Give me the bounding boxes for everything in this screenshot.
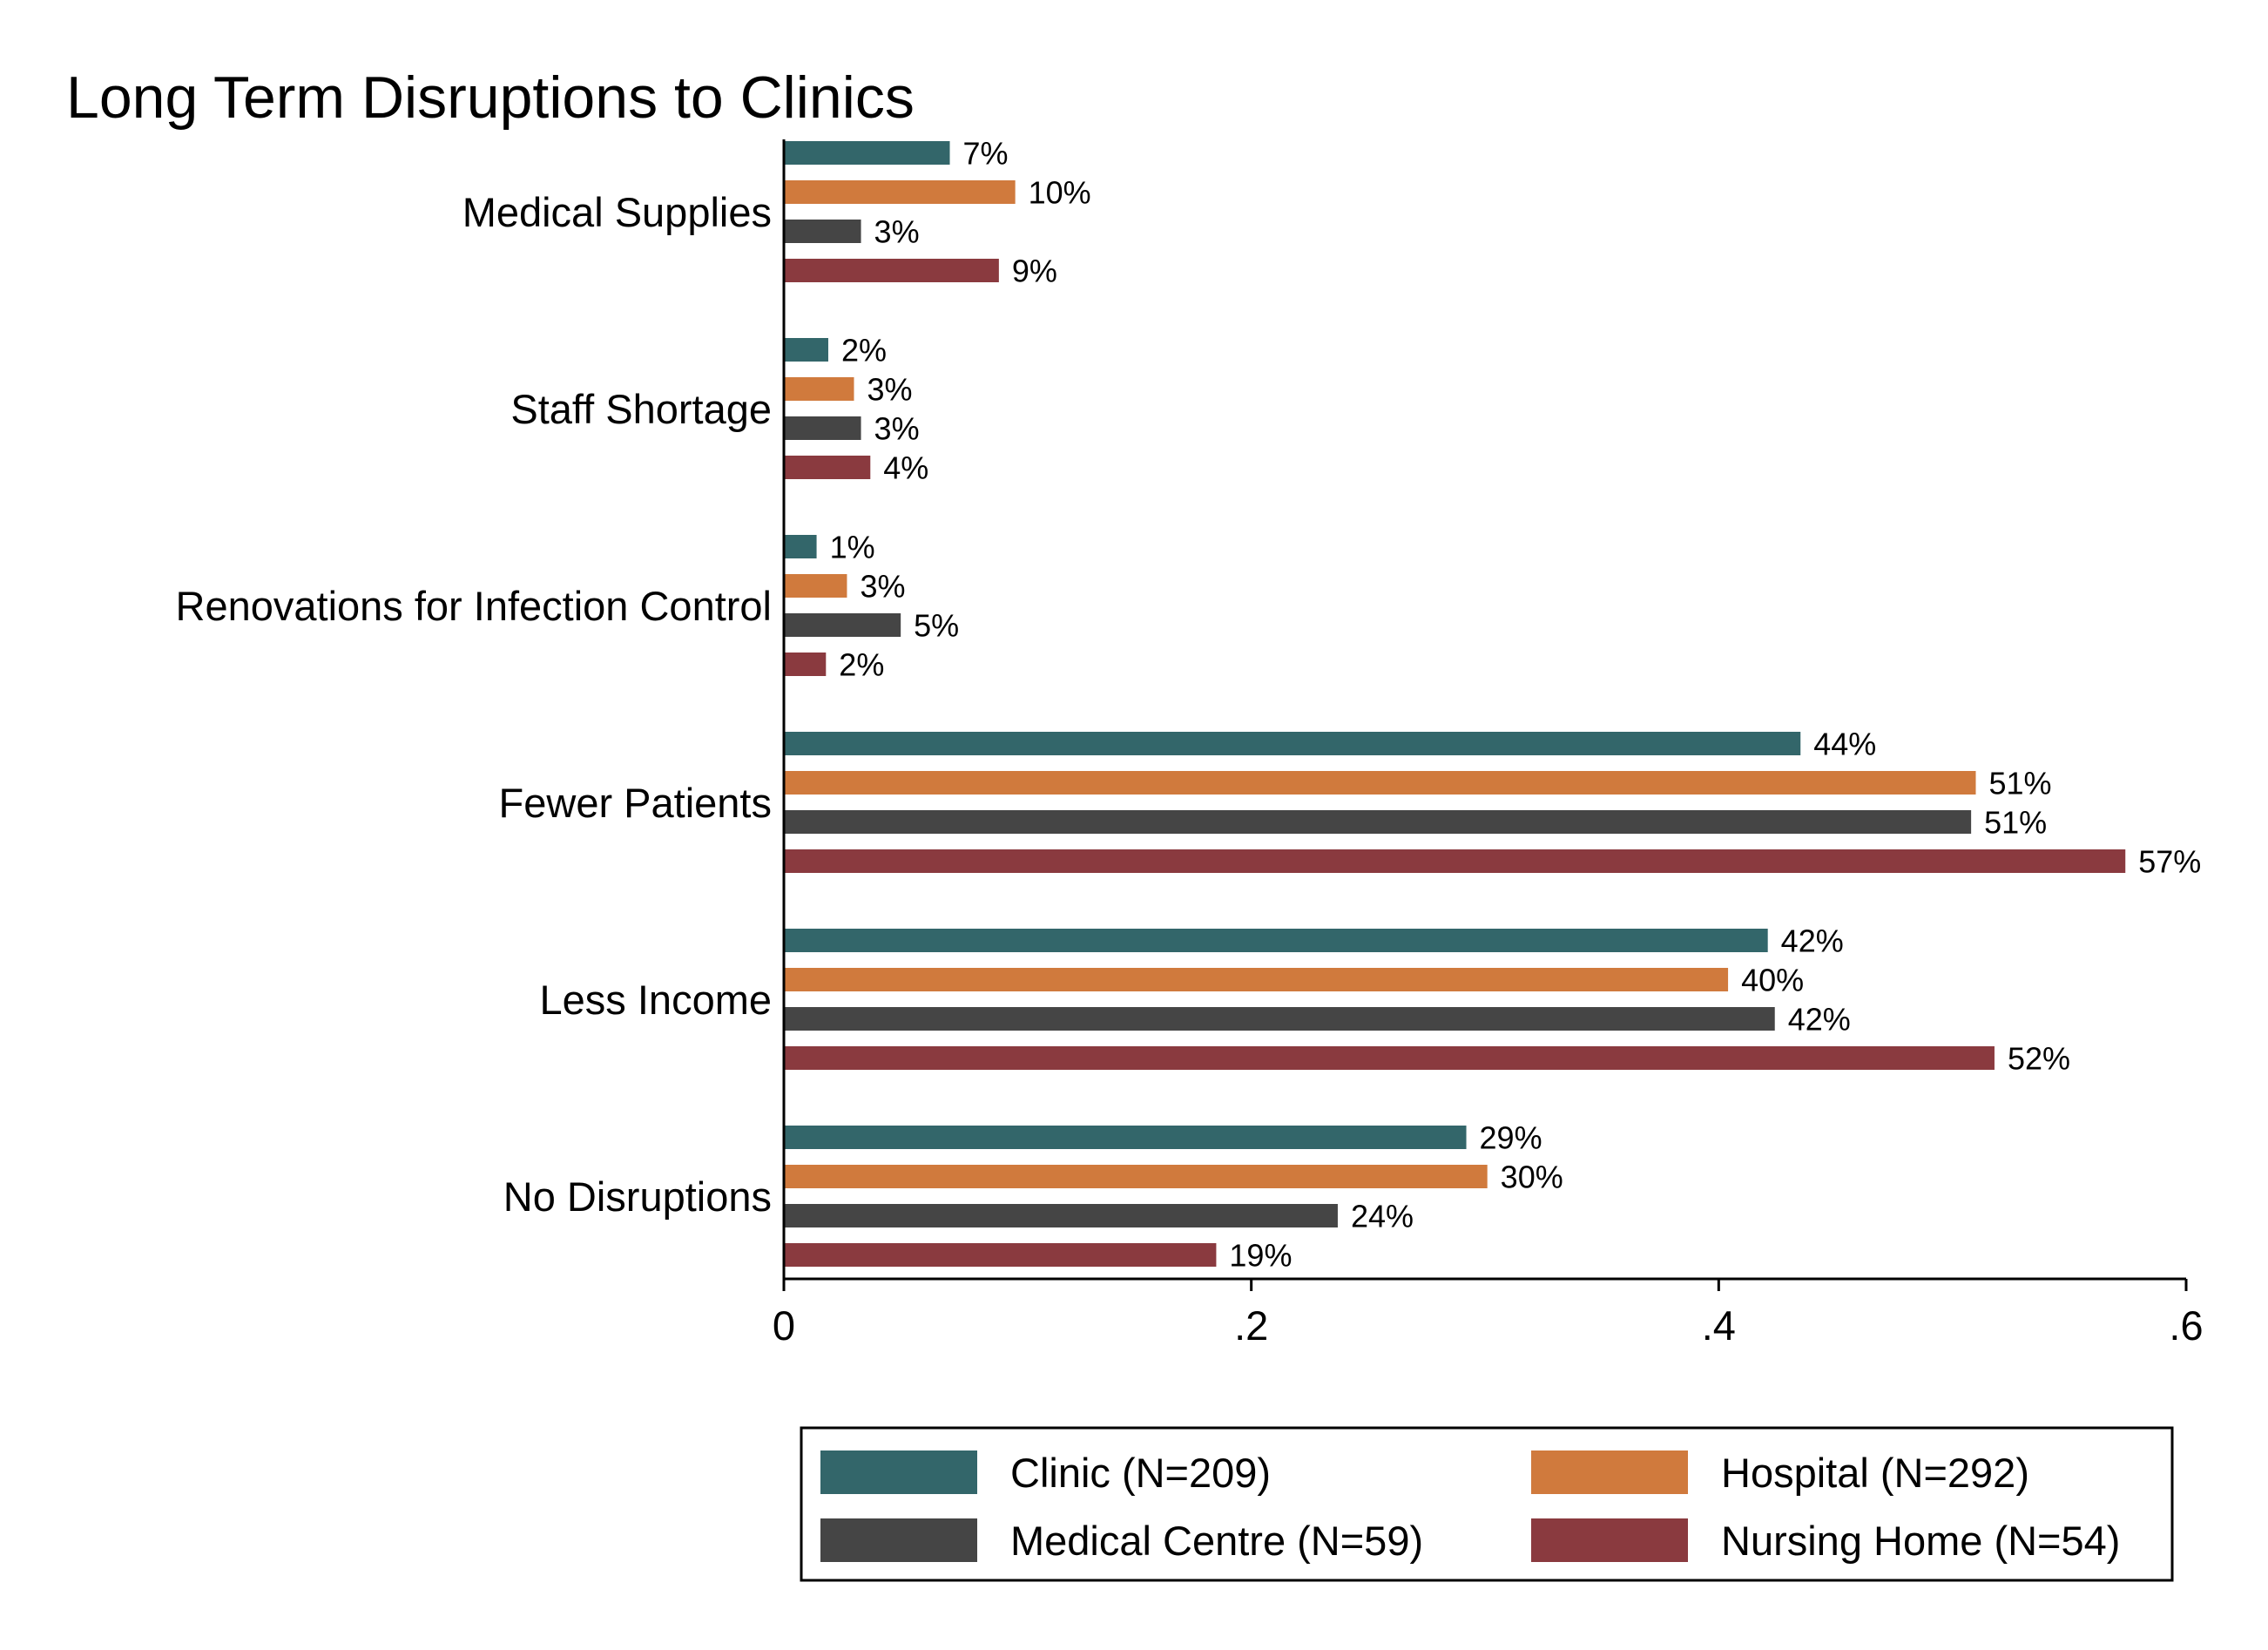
bar-staff-shortage-clinic-n-209 bbox=[784, 338, 828, 362]
category-label-medical-supplies: Medical Supplies bbox=[462, 189, 772, 235]
bar-medical-supplies-medical-centre-n-59 bbox=[784, 220, 861, 243]
bar-no-disruptions-medical-centre-n-59 bbox=[784, 1204, 1338, 1227]
bar-no-disruptions-hospital-n-292 bbox=[784, 1165, 1488, 1188]
x-tick-label: .6 bbox=[2169, 1302, 2203, 1349]
category-label-renovations-for-infection-control: Renovations for Infection Control bbox=[176, 583, 772, 629]
category-label-fewer-patients: Fewer Patients bbox=[499, 780, 772, 826]
legend-item-clinic-n-209: Clinic (N=209) bbox=[820, 1450, 1271, 1496]
bar-renovations-for-infection-control-medical-centre-n-59 bbox=[784, 613, 901, 637]
x-tick-label: .4 bbox=[1702, 1302, 1736, 1349]
bar-less-income-nursing-home-n-54 bbox=[784, 1046, 1995, 1070]
legend-swatch-clinic-n-209 bbox=[820, 1451, 977, 1494]
bar-staff-shortage-hospital-n-292 bbox=[784, 377, 854, 401]
legend-swatch-hospital-n-292 bbox=[1531, 1451, 1688, 1494]
bar-staff-shortage-nursing-home-n-54 bbox=[784, 456, 871, 479]
data-label-staff-shortage-clinic-n-209: 2% bbox=[841, 333, 887, 369]
data-label-medical-supplies-hospital-n-292: 10% bbox=[1029, 175, 1091, 211]
bar-medical-supplies-hospital-n-292 bbox=[784, 180, 1016, 204]
bar-medical-supplies-nursing-home-n-54 bbox=[784, 259, 999, 282]
legend-label-medical-centre-n-59: Medical Centre (N=59) bbox=[1010, 1518, 1423, 1564]
data-label-renovations-for-infection-control-medical-centre-n-59: 5% bbox=[914, 608, 959, 644]
legend-label-nursing-home-n-54: Nursing Home (N=54) bbox=[1721, 1518, 2120, 1564]
bar-fewer-patients-clinic-n-209 bbox=[784, 732, 1801, 755]
category-label-staff-shortage: Staff Shortage bbox=[510, 386, 772, 432]
data-label-less-income-nursing-home-n-54: 52% bbox=[2008, 1041, 2070, 1077]
data-label-staff-shortage-hospital-n-292: 3% bbox=[867, 372, 913, 408]
bar-fewer-patients-medical-centre-n-59 bbox=[784, 810, 1972, 834]
legend: Clinic (N=209) Hospital (N=292) Medical Ce… bbox=[800, 1426, 2174, 1582]
data-label-no-disruptions-nursing-home-n-54: 19% bbox=[1229, 1238, 1292, 1274]
category-group-staff-shortage: 2%3%3%4%Staff Shortage bbox=[510, 333, 928, 486]
data-label-less-income-hospital-n-292: 40% bbox=[1741, 963, 1804, 998]
bar-less-income-clinic-n-209 bbox=[784, 929, 1768, 952]
bar-less-income-hospital-n-292 bbox=[784, 968, 1729, 991]
x-tick-label: .2 bbox=[1234, 1302, 1268, 1349]
bar-fewer-patients-nursing-home-n-54 bbox=[784, 849, 2126, 873]
data-label-less-income-clinic-n-209: 42% bbox=[1781, 923, 1844, 959]
x-axis: 0 .2 .4 .6 bbox=[773, 139, 2204, 1349]
x-tick-label: 0 bbox=[773, 1302, 795, 1349]
data-label-less-income-medical-centre-n-59: 42% bbox=[1788, 1002, 1851, 1038]
bar-renovations-for-infection-control-clinic-n-209 bbox=[784, 535, 817, 558]
legend-swatch-medical-centre-n-59 bbox=[820, 1518, 977, 1562]
bar-medical-supplies-clinic-n-209 bbox=[784, 141, 950, 165]
legend-item-hospital-n-292: Hospital (N=292) bbox=[1531, 1450, 2029, 1496]
data-label-medical-supplies-clinic-n-209: 7% bbox=[963, 136, 1009, 172]
category-group-fewer-patients: 44% 51% 51% 57% Fewer Patients bbox=[499, 727, 2202, 880]
category-group-renovations-for-infection-control: 1% 3%5% 2% Renovations for Infection Contro… bbox=[176, 530, 960, 683]
data-label-renovations-for-infection-control-clinic-n-209: 1% bbox=[830, 530, 875, 565]
legend-label-clinic-n-209: Clinic (N=209) bbox=[1010, 1450, 1271, 1496]
legend-item-medical-centre-n-59: Medical Centre (N=59) bbox=[820, 1518, 1423, 1564]
bar-no-disruptions-clinic-n-209 bbox=[784, 1126, 1467, 1149]
category-group-no-disruptions: 29% 30% 24% 19% No Disruptions bbox=[503, 1120, 1563, 1274]
bar-fewer-patients-hospital-n-292 bbox=[784, 771, 1976, 795]
bar-less-income-medical-centre-n-59 bbox=[784, 1007, 1775, 1031]
data-label-renovations-for-infection-control-nursing-home-n-54: 2% bbox=[839, 647, 884, 683]
chart-title: Long Term Disruptions to Clinics bbox=[66, 64, 915, 131]
data-label-staff-shortage-medical-centre-n-59: 3% bbox=[874, 411, 920, 447]
data-label-fewer-patients-medical-centre-n-59: 51% bbox=[1984, 805, 2047, 841]
category-label-no-disruptions: No Disruptions bbox=[503, 1173, 772, 1220]
data-label-medical-supplies-medical-centre-n-59: 3% bbox=[874, 214, 920, 250]
data-label-no-disruptions-medical-centre-n-59: 24% bbox=[1351, 1199, 1414, 1234]
data-label-fewer-patients-clinic-n-209: 44% bbox=[1813, 727, 1876, 762]
data-label-fewer-patients-hospital-n-292: 51% bbox=[1989, 766, 2052, 801]
bar-renovations-for-infection-control-hospital-n-292 bbox=[784, 574, 847, 598]
data-label-fewer-patients-nursing-home-n-54: 57% bbox=[2138, 844, 2201, 880]
category-group-less-income: 42% 40% 42% 52% Less Income bbox=[540, 923, 2070, 1077]
legend-box bbox=[800, 1426, 2174, 1582]
data-label-renovations-for-infection-control-hospital-n-292: 3% bbox=[860, 569, 905, 605]
legend-label-hospital-n-292: Hospital (N=292) bbox=[1721, 1450, 2029, 1496]
bar-staff-shortage-medical-centre-n-59 bbox=[784, 416, 861, 440]
data-label-no-disruptions-clinic-n-209: 29% bbox=[1480, 1120, 1542, 1156]
data-label-no-disruptions-hospital-n-292: 30% bbox=[1501, 1160, 1563, 1195]
legend-swatch-nursing-home-n-54 bbox=[1531, 1518, 1688, 1562]
data-label-staff-shortage-nursing-home-n-54: 4% bbox=[883, 450, 928, 486]
bar-no-disruptions-nursing-home-n-54 bbox=[784, 1243, 1217, 1267]
data-label-medical-supplies-nursing-home-n-54: 9% bbox=[1012, 254, 1057, 289]
category-label-less-income: Less Income bbox=[540, 977, 772, 1023]
category-group-medical-supplies: 7% 10% 3% 9% Medical Supplies bbox=[462, 136, 1091, 289]
bar-renovations-for-infection-control-nursing-home-n-54 bbox=[784, 653, 827, 676]
legend-item-nursing-home-n-54: Nursing Home (N=54) bbox=[1531, 1518, 2120, 1564]
